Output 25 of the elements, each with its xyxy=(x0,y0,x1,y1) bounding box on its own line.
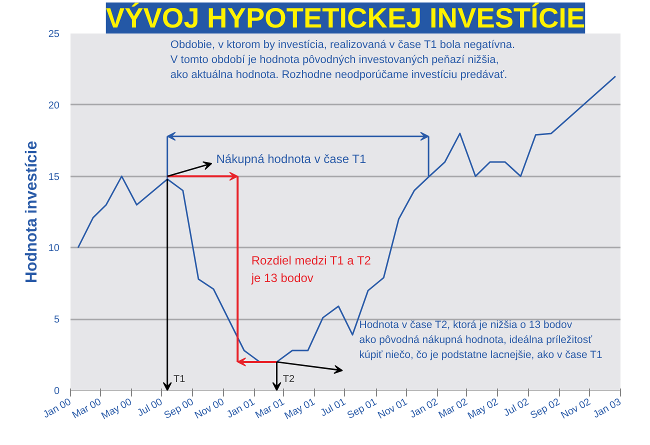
x-tick-label: May 01 xyxy=(282,396,318,422)
y-tick-label: 25 xyxy=(48,29,60,40)
x-tick-label: May 00 xyxy=(100,396,134,422)
y-tick-label: 20 xyxy=(48,100,60,112)
annotation: T2 xyxy=(282,374,295,385)
annotation: Nákupná hodnota v čase T1 xyxy=(216,152,366,166)
annotation: Hodnota v čase T2, ktorá je nižšia o 13 bodov ako pôvodná nákupná hodnota, ideálna príležitosť kúpiť niečo, čo je podstatne lacnejšie, ako v čase T1 xyxy=(359,319,602,362)
annotation: T1 xyxy=(173,374,186,385)
y-tick-label: 15 xyxy=(48,172,60,183)
y-tick-label: 0 xyxy=(54,386,60,397)
x-tick-label: Jul 00 xyxy=(136,396,165,420)
y-axis-title: Hodnota investície xyxy=(23,140,40,284)
annotation: Obdobie, v ktorom by investícia, realizovaná v čase T1 bola negatívna. V tomto období je hodnota pôvodných investovaných peňazí nižšia, ako aktuálna hodnota. Rozhodne neodporúčame investíciu predávať. xyxy=(170,39,516,82)
chart-title: VÝVOJ HYPOTETICKEJ INVESTÍCIE xyxy=(106,2,586,34)
x-tick-label: Nov 02 xyxy=(559,396,593,422)
x-tick-label: Jul 01 xyxy=(318,396,348,420)
annotation: Rozdiel medzi T1 a T2 je 13 bodov xyxy=(250,253,372,285)
x-tick-label: Jul 02 xyxy=(502,396,532,420)
x-tick-label: Nov 00 xyxy=(193,396,227,422)
x-tick-label: May 02 xyxy=(466,396,501,422)
x-tick-label: Jan 03 xyxy=(592,396,624,421)
x-tick-label: Sep 00 xyxy=(162,396,196,422)
y-tick-label: 10 xyxy=(48,243,60,254)
y-tick-label: 5 xyxy=(54,314,60,326)
x-tick-label: Nov 01 xyxy=(376,396,410,422)
